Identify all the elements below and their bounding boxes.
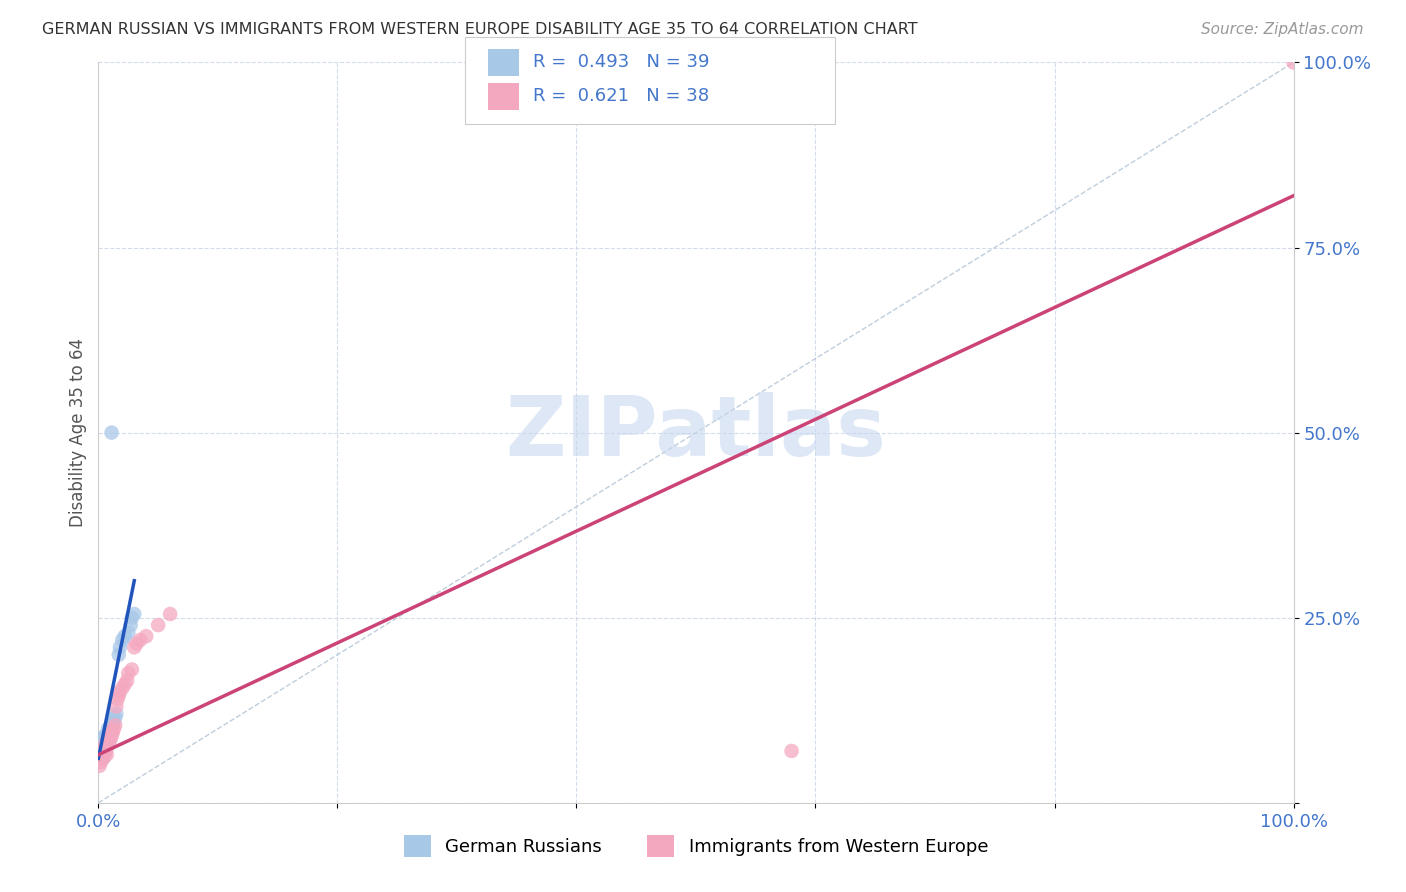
Point	[94, 737, 117, 751]
Point	[97, 737, 120, 751]
Point	[91, 747, 114, 762]
Point	[98, 732, 122, 747]
Point	[120, 618, 142, 632]
Point	[93, 747, 115, 762]
Point	[97, 722, 120, 736]
Text: ZIPatlas: ZIPatlas	[506, 392, 886, 473]
Point	[108, 685, 131, 699]
Point	[91, 751, 114, 765]
Point	[124, 640, 146, 655]
Point	[107, 648, 129, 662]
Point	[117, 666, 139, 681]
Point	[90, 747, 112, 762]
Point	[103, 714, 125, 729]
Point	[97, 737, 120, 751]
Point	[91, 751, 114, 765]
Point	[96, 732, 118, 747]
Point	[93, 744, 115, 758]
Point	[98, 725, 122, 739]
Point	[148, 618, 170, 632]
Point	[159, 607, 181, 621]
Point	[100, 425, 122, 440]
Point	[101, 725, 124, 739]
Point	[103, 722, 125, 736]
Point	[107, 689, 129, 703]
Point	[91, 751, 114, 765]
Point	[780, 744, 803, 758]
Point	[121, 663, 143, 677]
Point	[108, 640, 131, 655]
Point	[91, 744, 114, 758]
Point	[97, 732, 120, 747]
Point	[129, 632, 152, 647]
Point	[91, 751, 114, 765]
Point	[1282, 55, 1305, 70]
Point	[91, 744, 114, 758]
Point	[107, 692, 129, 706]
Point	[93, 729, 115, 743]
Point	[101, 718, 124, 732]
Point	[125, 637, 148, 651]
Point	[94, 737, 117, 751]
Point	[90, 755, 112, 769]
Point	[94, 729, 117, 743]
Point	[111, 681, 134, 695]
Point	[105, 699, 128, 714]
Legend: German Russians, Immigrants from Western Europe: German Russians, Immigrants from Western…	[396, 828, 995, 864]
Point	[93, 740, 115, 755]
Point	[89, 751, 111, 765]
Y-axis label: Disability Age 35 to 64: Disability Age 35 to 64	[69, 338, 87, 527]
Point	[94, 744, 117, 758]
Point	[117, 625, 139, 640]
Point	[104, 718, 127, 732]
Point	[98, 729, 122, 743]
Point	[124, 607, 146, 621]
Text: R =  0.621   N = 38: R = 0.621 N = 38	[533, 87, 709, 105]
Point	[98, 725, 121, 739]
Point	[98, 729, 121, 743]
Point	[100, 729, 122, 743]
Point	[100, 722, 122, 736]
Text: GERMAN RUSSIAN VS IMMIGRANTS FROM WESTERN EUROPE DISABILITY AGE 35 TO 64 CORRELA: GERMAN RUSSIAN VS IMMIGRANTS FROM WESTER…	[42, 22, 918, 37]
Point	[96, 740, 118, 755]
Point	[93, 737, 115, 751]
Point	[96, 747, 118, 762]
Point	[91, 747, 114, 762]
Point	[93, 747, 115, 762]
Point	[94, 744, 117, 758]
Point	[91, 740, 114, 755]
Point	[104, 711, 127, 725]
Point	[96, 740, 118, 755]
Text: Source: ZipAtlas.com: Source: ZipAtlas.com	[1201, 22, 1364, 37]
Point	[98, 732, 121, 747]
Text: R =  0.493   N = 39: R = 0.493 N = 39	[533, 54, 710, 71]
Point	[89, 758, 111, 772]
Point	[135, 629, 157, 643]
Point	[105, 706, 128, 721]
Point	[114, 677, 136, 691]
Point	[115, 673, 138, 688]
Point	[111, 632, 134, 647]
Point	[98, 722, 122, 736]
Point	[114, 629, 136, 643]
Point	[90, 744, 112, 758]
Point	[121, 610, 143, 624]
Point	[91, 737, 114, 751]
Point	[97, 729, 120, 743]
